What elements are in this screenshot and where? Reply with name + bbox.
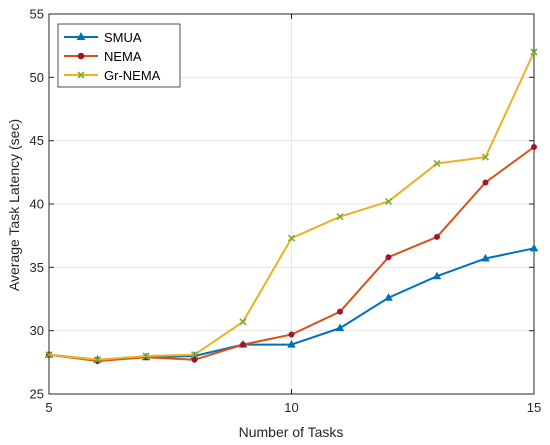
data-point-nema — [385, 254, 392, 261]
axes — [48, 13, 535, 395]
y-tick-label: 30 — [30, 323, 44, 338]
legend-label-gr-nema: Gr-NEMA — [104, 68, 161, 83]
legend-marker-smua — [76, 31, 86, 40]
data-point-nema — [433, 233, 440, 240]
x-tick-label: 5 — [45, 400, 52, 415]
data-point-smua — [432, 271, 442, 280]
y-tick-label: 45 — [30, 133, 44, 148]
data-point-nema — [336, 308, 343, 315]
data-point-gr-nema — [93, 356, 102, 364]
data-point-gr-nema — [336, 213, 344, 221]
data-point-gr-nema — [190, 351, 199, 359]
x-tick-label: 10 — [284, 400, 298, 415]
data-point-gr-nema — [287, 234, 296, 242]
data-point-nema — [191, 356, 198, 363]
data-point-gr-nema — [142, 352, 150, 360]
data-point-nema — [288, 331, 295, 338]
y-tick-label: 55 — [30, 7, 44, 22]
data-point-gr-nema — [481, 153, 490, 161]
data-point-smua — [384, 293, 393, 301]
series-group — [44, 48, 539, 365]
legend-label-nema: NEMA — [104, 49, 142, 64]
y-tick-label: 50 — [30, 70, 44, 85]
legend-marker-gr-nema — [77, 71, 85, 79]
data-point-gr-nema — [45, 351, 53, 359]
series-gr-nema — [45, 48, 538, 364]
data-point-gr-nema — [239, 318, 247, 326]
data-point-smua — [287, 339, 296, 348]
y-tick-label: 40 — [30, 197, 44, 212]
data-point-nema — [239, 341, 246, 348]
legend-marker-nema — [77, 52, 85, 60]
series-nema — [46, 143, 538, 365]
y-tick-label: 25 — [30, 387, 44, 402]
y-axis-label: Average Task Latency (sec) — [6, 119, 22, 291]
data-point-nema — [482, 179, 489, 186]
data-point-gr-nema — [530, 48, 538, 56]
data-point-gr-nema — [384, 197, 393, 206]
data-point-smua — [529, 243, 539, 252]
data-point-smua — [335, 323, 345, 332]
data-point-nema — [531, 143, 538, 150]
legend-label-smua: SMUA — [104, 30, 142, 45]
data-point-gr-nema — [433, 159, 441, 168]
y-tick-label: 35 — [30, 260, 44, 275]
x-axis-label: Number of Tasks — [239, 424, 344, 440]
x-tick-label: 15 — [527, 400, 541, 415]
legend: SMUA NEMA Gr-NEMA — [57, 23, 181, 88]
data-point-smua — [481, 253, 490, 262]
